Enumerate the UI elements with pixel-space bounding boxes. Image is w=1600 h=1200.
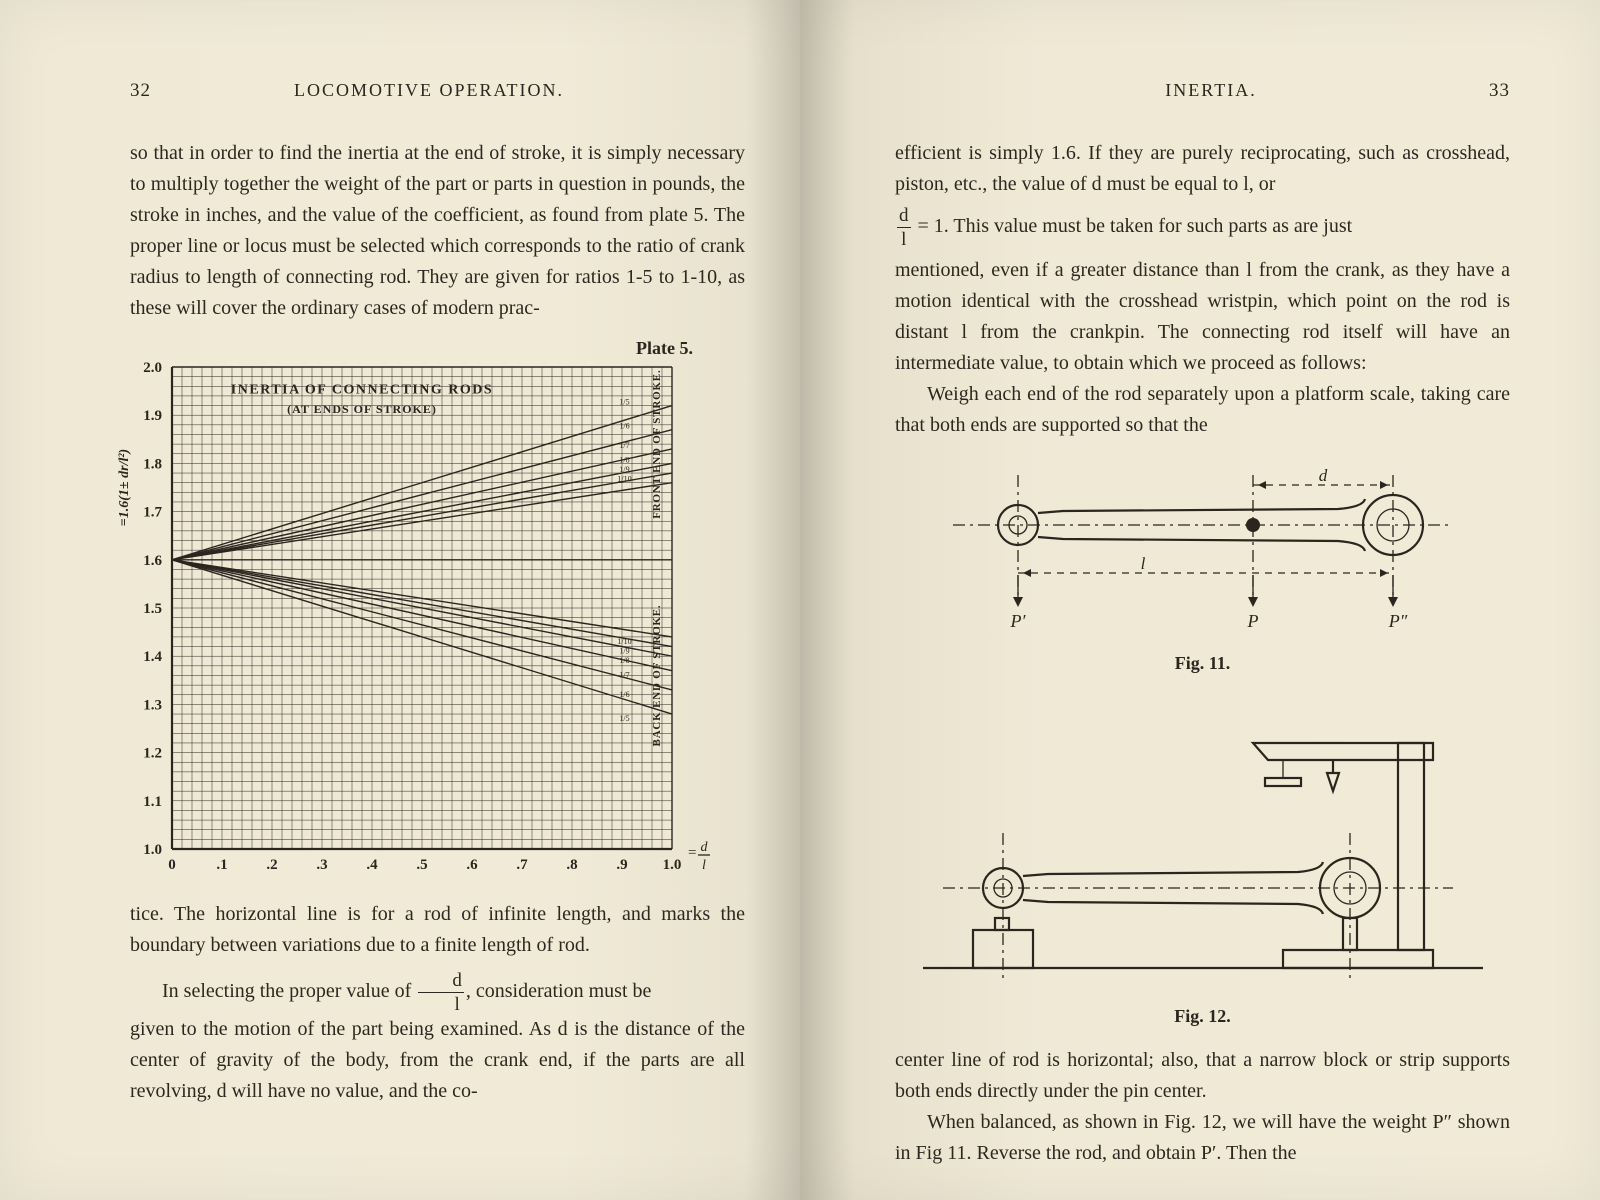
page-right-content: INERTIA. 33 efficient is simply 1.6. If …	[895, 80, 1510, 1169]
right-para-6: When balanced, as shown in Fig. 12, we w…	[895, 1107, 1510, 1169]
svg-text:1.6: 1.6	[143, 553, 162, 569]
svg-text:1.4: 1.4	[143, 649, 162, 665]
page-number-left: 32	[130, 80, 151, 102]
svg-text:1/8: 1/8	[619, 455, 629, 464]
svg-text:.8: .8	[566, 857, 577, 873]
svg-text:1.7: 1.7	[143, 505, 162, 521]
left-para-1: so that in order to find the inertia at …	[130, 138, 745, 324]
svg-text:=: =	[688, 845, 696, 861]
svg-text:P″: P″	[1387, 611, 1407, 631]
svg-text:2.0: 2.0	[143, 361, 162, 376]
fig-12-caption: Fig. 12.	[895, 1006, 1510, 1027]
plate-5-block: Plate 5. 1.0 1.1 1.2 1.3 1.4 1.5 1.6 1.7 1.8 1.9 2…	[130, 338, 745, 881]
running-title-right: INERTIA.	[1165, 80, 1256, 102]
svg-text:1.3: 1.3	[143, 697, 162, 713]
svg-text:1/10: 1/10	[617, 637, 631, 646]
right-para-3: mentioned, even if a greater distance th…	[895, 255, 1510, 379]
svg-text:1/10: 1/10	[617, 475, 631, 484]
svg-text:d: d	[701, 840, 709, 855]
right-para-5: center line of rod is horizontal; also, …	[895, 1045, 1510, 1107]
svg-text:.6: .6	[466, 857, 478, 873]
frac-den: l	[899, 228, 908, 249]
page-left-content: 32 LOCOMOTIVE OPERATION. so that in orde…	[130, 80, 745, 1107]
left-para-3-post: , consideration must be	[466, 980, 652, 1002]
plate-5-label: Plate 5.	[130, 338, 745, 359]
page-number-right: 33	[1489, 80, 1510, 102]
right-para-4: Weigh each end of the rod separately upo…	[895, 379, 1510, 441]
svg-text:P: P	[1246, 611, 1258, 631]
left-para-4: given to the motion of the part being ex…	[130, 1014, 745, 1107]
svg-text:1.1: 1.1	[143, 794, 162, 810]
running-title-left: LOCOMOTIVE OPERATION.	[294, 80, 564, 102]
running-head-left: 32 LOCOMOTIVE OPERATION.	[130, 80, 745, 102]
frac-d-over-l-left: dl	[418, 971, 464, 1014]
fig-11-diagram: d l P′ P P″	[933, 455, 1473, 645]
svg-text:1.0: 1.0	[663, 857, 682, 873]
page-left: 32 LOCOMOTIVE OPERATION. so that in orde…	[0, 0, 800, 1200]
frac-num: d	[418, 971, 464, 993]
svg-text:l: l	[702, 858, 706, 873]
fig-12-diagram	[913, 698, 1493, 998]
fig-12-block: Fig. 12.	[895, 698, 1510, 1027]
svg-text:.4: .4	[366, 857, 378, 873]
frac-d-over-l-right: d l	[897, 206, 911, 249]
svg-text:.5: .5	[416, 857, 427, 873]
svg-text:(AT ENDS OF STROKE): (AT ENDS OF STROKE)	[287, 402, 437, 416]
svg-text:l: l	[1140, 554, 1145, 573]
svg-text:1/6: 1/6	[619, 690, 629, 699]
fig-11-caption: Fig. 11.	[895, 653, 1510, 674]
svg-text:1/6: 1/6	[619, 422, 629, 431]
svg-text:0: 0	[168, 857, 176, 873]
left-para-2: tice. The horizontal line is for a rod o…	[130, 899, 745, 961]
svg-text:1.8: 1.8	[143, 456, 162, 472]
svg-text:.2: .2	[266, 857, 277, 873]
svg-text:BACK END OF STROKE.: BACK END OF STROKE.	[651, 605, 663, 747]
svg-text:FRONT END OF STROKE.: FRONT END OF STROKE.	[651, 369, 663, 518]
svg-text:1/8: 1/8	[619, 656, 629, 665]
frac-den: l	[420, 993, 461, 1014]
svg-text:1/7: 1/7	[619, 441, 629, 450]
svg-text:d: d	[1318, 466, 1327, 485]
svg-text:.7: .7	[516, 857, 528, 873]
svg-text:1.9: 1.9	[143, 408, 162, 424]
svg-text:1/5: 1/5	[619, 398, 629, 407]
svg-text:1.5: 1.5	[143, 601, 162, 617]
svg-text:P′: P′	[1009, 611, 1026, 631]
svg-text:1/9: 1/9	[619, 465, 629, 474]
svg-text:.3: .3	[316, 857, 327, 873]
svg-text:1/9: 1/9	[619, 647, 629, 656]
right-para-1: efficient is simply 1.6. If they are pur…	[895, 138, 1510, 200]
svg-text:=1.6(1± dr/l²): =1.6(1± dr/l²)	[117, 449, 132, 526]
plate-5-chart: 1.0 1.1 1.2 1.3 1.4 1.5 1.6 1.7 1.8 1.9 2.0 0 .1 .2 .3…	[110, 361, 720, 881]
svg-text:1/7: 1/7	[619, 671, 629, 680]
right-para-2: d l = 1. This value must be taken for su…	[895, 206, 1510, 249]
left-para-3: In selecting the proper value of dl, con…	[130, 971, 745, 1014]
svg-text:INERTIA OF CONNECTING RODS: INERTIA OF CONNECTING RODS	[231, 383, 493, 398]
left-para-3-pre: In selecting the proper value of	[162, 980, 416, 1002]
right-para-2-inline: = 1. This value must be taken for such p…	[913, 215, 1353, 237]
svg-text:.1: .1	[216, 857, 227, 873]
book-spread: 32 LOCOMOTIVE OPERATION. so that in orde…	[0, 0, 1600, 1200]
running-head-right: INERTIA. 33	[895, 80, 1510, 102]
page-right: INERTIA. 33 efficient is simply 1.6. If …	[800, 0, 1600, 1200]
svg-text:1/5: 1/5	[619, 714, 629, 723]
fig-11-block: d l P′ P P″ Fig. 11.	[895, 455, 1510, 674]
frac-num: d	[897, 206, 911, 228]
svg-text:.9: .9	[616, 857, 627, 873]
svg-text:1.2: 1.2	[143, 746, 162, 762]
svg-text:1.0: 1.0	[143, 842, 162, 858]
